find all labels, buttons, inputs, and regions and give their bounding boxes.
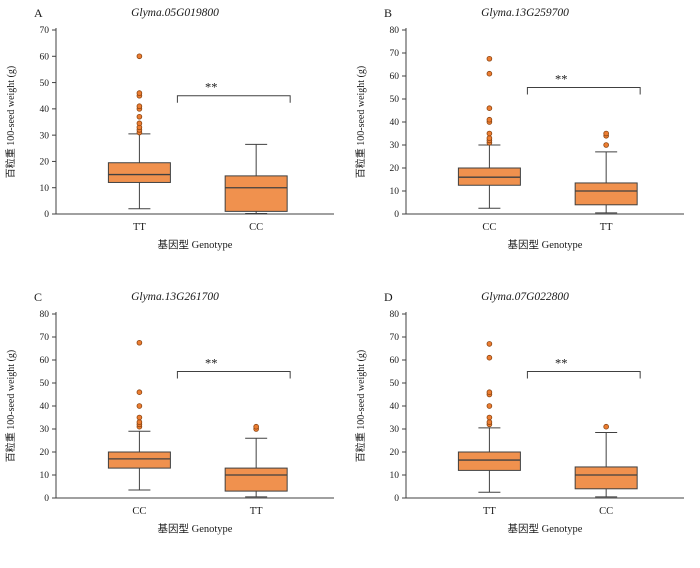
- svg-text:70: 70: [40, 26, 50, 36]
- svg-text:20: 20: [390, 164, 400, 174]
- gene-title-A: Glyma.05G019800: [131, 7, 219, 19]
- svg-text:10: 10: [40, 471, 50, 481]
- svg-text:CC: CC: [249, 222, 263, 233]
- svg-text:0: 0: [394, 210, 399, 220]
- svg-text:70: 70: [40, 333, 50, 343]
- boxplot-chart-D: 0 10 20 30 40 50 60 70 80 TT CC ** 基因型 Genotype 百粒重 1…: [354, 310, 684, 535]
- svg-text:60: 60: [390, 356, 400, 366]
- boxplot-chart-A: 0 10 20 30 40 50 60 70 TT CC ** 基因型 Genotype 百粒重 100…: [4, 26, 334, 251]
- panel-D: D Glyma.07G022800 0 10 20 30 40 50 60 70 80 TT CC *…: [350, 284, 700, 568]
- panel-label-B: B: [384, 6, 393, 20]
- svg-text:**: **: [205, 357, 218, 371]
- svg-text:基因型 Genotype: 基因型 Genotype: [158, 238, 233, 251]
- svg-text:**: **: [555, 357, 568, 371]
- gene-title-C: Glyma.13G261700: [131, 291, 219, 303]
- svg-text:CC: CC: [599, 506, 613, 517]
- svg-text:40: 40: [40, 105, 50, 115]
- boxplot-chart-B: 0 10 20 30 40 50 60 70 80 CC TT ** 基因型 Genotype 百粒重 1…: [354, 26, 684, 251]
- svg-text:TT: TT: [133, 222, 146, 233]
- svg-text:基因型 Genotype: 基因型 Genotype: [508, 522, 583, 535]
- svg-text:基因型 Genotype: 基因型 Genotype: [508, 238, 583, 251]
- svg-text:20: 20: [390, 448, 400, 458]
- svg-text:50: 50: [390, 379, 400, 389]
- svg-text:60: 60: [390, 72, 400, 82]
- svg-text:CC: CC: [132, 506, 146, 517]
- gene-title-B: Glyma.13G259700: [481, 7, 569, 19]
- svg-text:30: 30: [40, 425, 50, 435]
- svg-text:**: **: [555, 73, 568, 87]
- svg-text:40: 40: [40, 402, 50, 412]
- svg-text:70: 70: [390, 333, 400, 343]
- svg-text:80: 80: [390, 26, 400, 36]
- svg-text:60: 60: [40, 52, 50, 62]
- svg-text:70: 70: [390, 49, 400, 59]
- panel-A: A Glyma.05G019800 0 10 20 30 40 50 60 70 TT CC ** 基…: [0, 0, 350, 284]
- panel-C: C Glyma.13G261700 0 10 20 30 40 50 60 70 80 CC TT *…: [0, 284, 350, 568]
- panel-B: B Glyma.13G259700 0 10 20 30 40 50 60 70 80 CC TT *…: [350, 0, 700, 284]
- svg-text:10: 10: [390, 187, 400, 197]
- svg-text:50: 50: [40, 379, 50, 389]
- svg-text:**: **: [205, 81, 218, 95]
- svg-text:百粒重 100-seed weight (g): 百粒重 100-seed weight (g): [354, 66, 367, 178]
- svg-text:百粒重 100-seed weight (g): 百粒重 100-seed weight (g): [4, 350, 17, 462]
- svg-text:基因型 Genotype: 基因型 Genotype: [158, 522, 233, 535]
- svg-text:80: 80: [390, 310, 400, 320]
- svg-text:0: 0: [44, 494, 49, 504]
- svg-text:60: 60: [40, 356, 50, 366]
- svg-text:TT: TT: [483, 506, 496, 517]
- svg-text:80: 80: [40, 310, 50, 320]
- svg-text:30: 30: [40, 131, 50, 141]
- svg-text:40: 40: [390, 118, 400, 128]
- svg-text:50: 50: [40, 79, 50, 89]
- svg-text:百粒重 100-seed weight (g): 百粒重 100-seed weight (g): [4, 66, 17, 178]
- panel-label-C: C: [34, 290, 43, 304]
- svg-text:50: 50: [390, 95, 400, 105]
- panel-label-D: D: [384, 290, 393, 304]
- svg-text:40: 40: [390, 402, 400, 412]
- svg-text:0: 0: [394, 494, 399, 504]
- svg-text:10: 10: [390, 471, 400, 481]
- svg-text:30: 30: [390, 141, 400, 151]
- svg-text:CC: CC: [482, 222, 496, 233]
- boxplot-chart-C: 0 10 20 30 40 50 60 70 80 CC TT ** 基因型 Genotype 百粒重 1…: [4, 310, 334, 535]
- svg-text:0: 0: [44, 210, 49, 220]
- svg-text:20: 20: [40, 448, 50, 458]
- svg-text:20: 20: [40, 158, 50, 168]
- svg-text:TT: TT: [600, 222, 613, 233]
- svg-text:30: 30: [390, 425, 400, 435]
- svg-text:TT: TT: [250, 506, 263, 517]
- svg-text:百粒重 100-seed weight (g): 百粒重 100-seed weight (g): [354, 350, 367, 462]
- panel-label-A: A: [34, 6, 43, 20]
- svg-text:10: 10: [40, 184, 50, 194]
- gene-title-D: Glyma.07G022800: [481, 291, 569, 303]
